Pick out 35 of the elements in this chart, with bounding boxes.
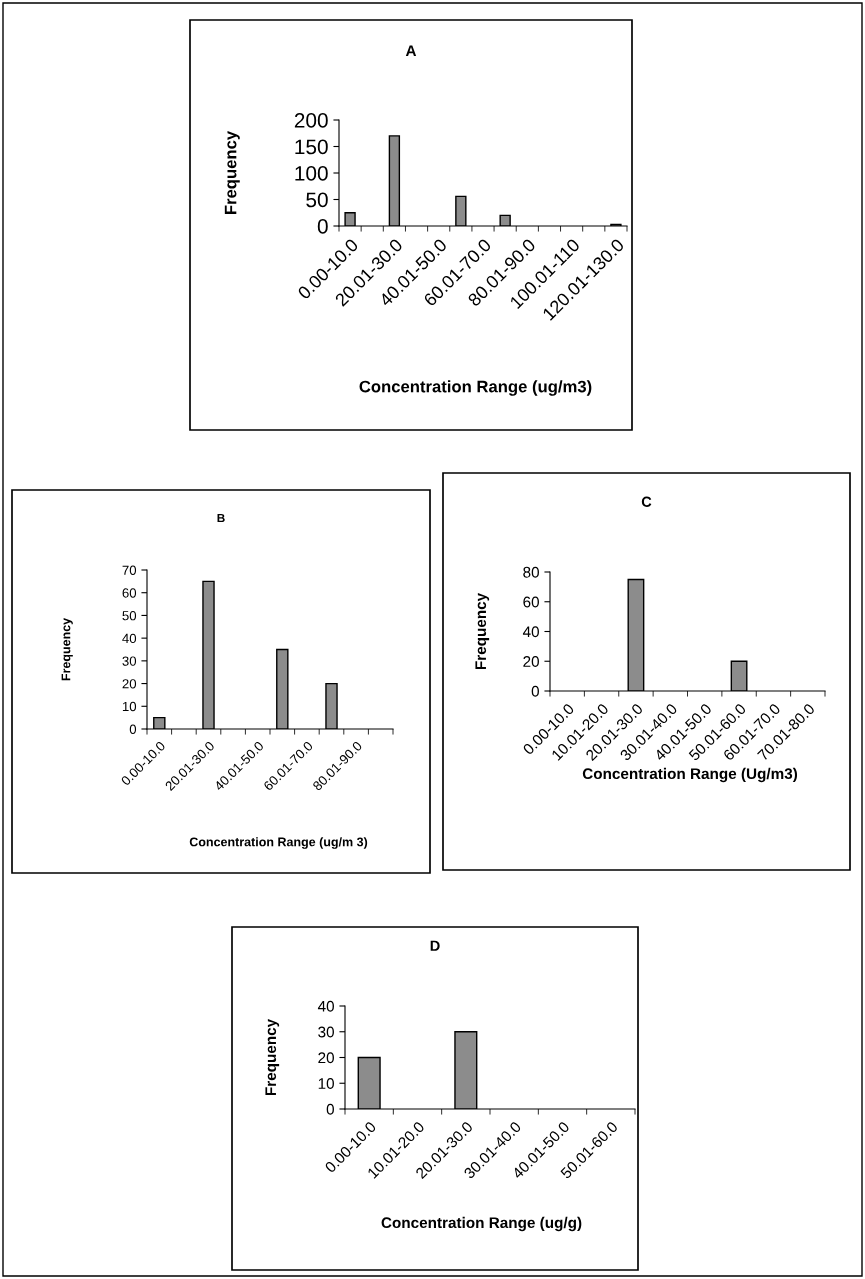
chart-title: C [641,496,652,507]
y-tick-label: 20 [122,679,137,689]
x-axis-title: Concentration Range (Ug/m3) [582,767,798,783]
y-tick-label: 150 [295,139,328,155]
x-axis-title: Concentration Range (ug/g) [381,1216,582,1232]
y-tick-label: 50 [122,611,137,621]
y-tick-label: 60 [523,596,539,608]
y-tick-label: 80 [523,566,539,578]
y-tick-label: 50 [306,192,328,208]
y-tick-label: 0 [317,219,328,234]
y-tick-label: 30 [122,656,137,666]
y-tick-label: 40 [122,633,137,644]
y-tick-label: 0 [326,1103,334,1115]
x-axis-title: Concentration Range (ug/m3) [359,380,592,396]
y-tick-label: 100 [295,166,328,181]
y-tick-label: 10 [122,701,137,712]
y-tick-label: 10 [318,1078,334,1089]
y-tick-label: 0 [129,724,137,734]
y-axis-title: Frequency [265,1018,280,1096]
y-axis-title: Frequency [224,130,240,215]
y-tick-label: 20 [318,1052,334,1064]
y-tick-label: 0 [531,685,539,697]
chart-title: B [217,513,225,523]
y-tick-label: 20 [523,656,539,667]
x-axis-title: Concentration Range (ug/m 3) [189,837,368,849]
y-tick-label: 40 [522,626,539,638]
chart-title: D [430,940,440,951]
y-tick-label: 200 [294,113,328,128]
y-tick-label: 40 [317,1000,334,1012]
y-tick-label: 30 [318,1026,334,1038]
chart-title: A [405,45,417,56]
y-tick-label: 70 [122,565,137,575]
y-axis-title: Frequency [475,592,490,670]
y-tick-label: 60 [122,588,137,598]
y-axis-title: Frequency [61,617,73,681]
